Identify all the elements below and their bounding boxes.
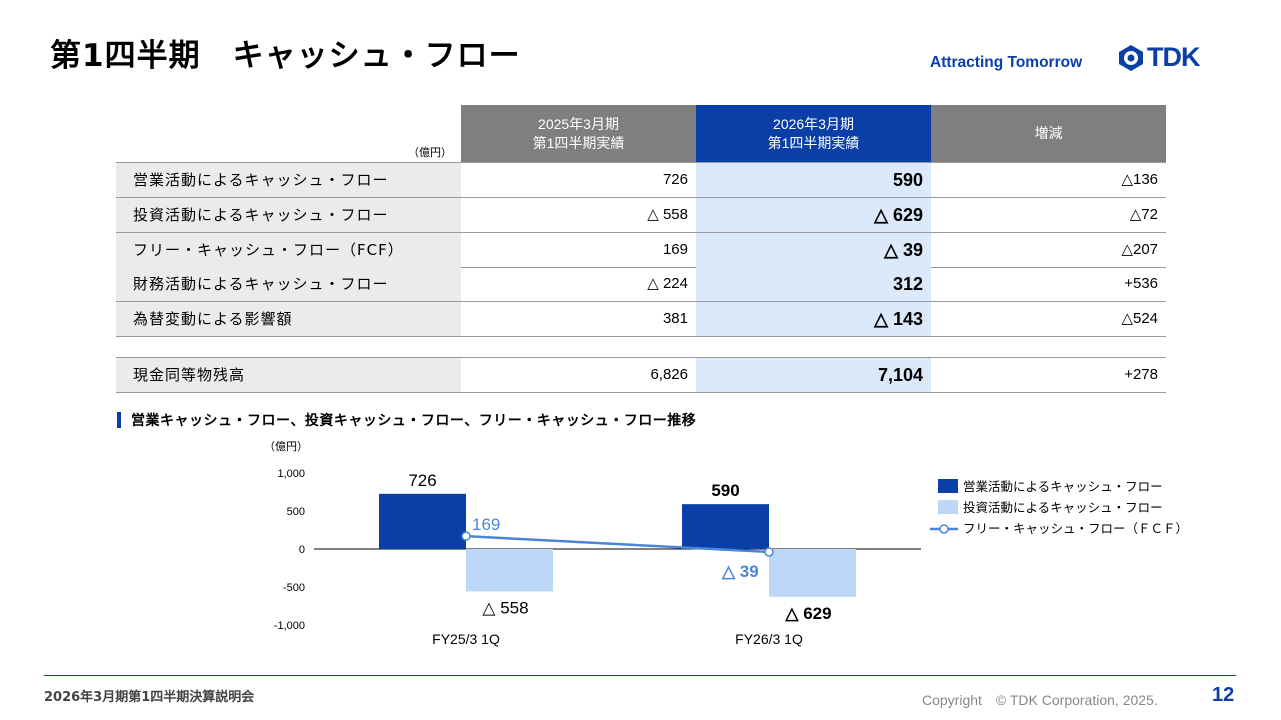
page-number: 12 (1212, 684, 1235, 706)
section-marker (117, 412, 121, 428)
legend-swatch-fcf-point (939, 524, 949, 534)
chart-unit-label: （億円） (264, 440, 308, 453)
legend-label-fcf: フリー・キャッシュ・フロー（ＦＣＦ） (963, 522, 1188, 536)
fcf-value-label: △ 39 (721, 562, 759, 581)
cash-flow-chart: （億円） 1,000 500 0 -500 -1,000 726 △ 558 FY25/3 1Q… (264, 440, 1188, 647)
row-diff: △72 (1129, 206, 1158, 223)
row-label: 財務活動によるキャッシュ・フロー (116, 267, 461, 301)
header-diff-label: 増減 (1034, 125, 1063, 141)
operating-cf-bar (379, 493, 466, 549)
table-unit: （億円） (408, 146, 452, 159)
header-curr-year: 2026年3月期 第1四半期実績 (696, 105, 931, 162)
table-row: 為替変動による影響額 381 △ 143 △524 (116, 302, 1166, 337)
operating-cf-value-label: 726 (408, 471, 436, 490)
tdk-logo: TDK (1117, 42, 1200, 73)
header-curr-line2: 第1四半期実績 (767, 134, 860, 151)
cash-label: 現金同等物残高 (116, 358, 461, 392)
header-prev-line1: 2025年3月期 (538, 115, 619, 132)
legend-label-investing: 投資活動によるキャッシュ・フロー (963, 500, 1163, 515)
row-label: 営業活動によるキャッシュ・フロー (116, 163, 461, 197)
cash-balance-row: 現金同等物残高 6,826 7,104 +278 (116, 357, 1166, 393)
copyright: Copyright © TDK Corporation, 2025. (922, 692, 1158, 708)
table-row: 営業活動によるキャッシュ・フロー 726 590 △136 (116, 163, 1166, 198)
investing-cf-bar (466, 549, 553, 592)
table-row: 投資活動によるキャッシュ・フロー △ 558 △ 629 △72 (116, 198, 1166, 233)
header-prev-line2: 第1四半期実績 (532, 134, 625, 151)
tagline: Attracting Tomorrow (930, 54, 1083, 71)
fcf-value-label: 169 (472, 515, 500, 534)
y-tick-label: -500 (283, 582, 305, 594)
table-row: 財務活動によるキャッシュ・フロー △ 224 312 +536 (116, 267, 1166, 302)
row-prev: 169 (662, 241, 688, 258)
row-label: フリー・キャッシュ・フロー（FCF） (116, 233, 461, 267)
header-diff: 増減 (931, 105, 1166, 162)
fcf-point (764, 547, 774, 557)
investing-cf-value-label: △ 629 (784, 604, 831, 623)
footer-divider (44, 675, 1236, 676)
operating-cf-value-label: 590 (711, 481, 739, 500)
header-prev-year: 2025年3月期 第1四半期実績 (461, 105, 696, 162)
cash-curr: 7,104 (696, 358, 931, 392)
page-title: 第1四半期 キャッシュ・フロー (50, 38, 521, 74)
operating-cf-bar (682, 504, 769, 549)
legend-label-operating: 営業活動によるキャッシュ・フロー (963, 479, 1163, 494)
row-curr: △ 629 (696, 198, 931, 232)
fcf-line (465, 534, 770, 554)
header-curr-line1: 2026年3月期 (773, 115, 854, 132)
x-category-label: FY25/3 1Q (432, 631, 500, 647)
legend-swatch-operating (938, 479, 958, 493)
table-row: フリー・キャッシュ・フロー（FCF） 169 △ 39 △207 (116, 233, 1166, 268)
fcf-point (461, 531, 471, 541)
cash-prev: 6,826 (650, 366, 688, 383)
legend-swatch-investing (938, 500, 958, 514)
investing-cf-value-label: △ 558 (482, 598, 528, 617)
investing-cf-bar (769, 549, 856, 597)
row-label: 投資活動によるキャッシュ・フロー (116, 198, 461, 232)
row-curr: 312 (696, 267, 931, 301)
y-tick-label: -1,000 (274, 620, 305, 632)
row-prev: △ 224 (647, 275, 688, 292)
row-label: 為替変動による影響額 (116, 302, 461, 336)
cash-diff: +278 (1124, 366, 1158, 383)
y-tick-label: 500 (287, 506, 305, 518)
y-tick-label: 0 (299, 544, 305, 556)
row-diff: △524 (1121, 310, 1158, 327)
row-curr: △ 143 (696, 302, 931, 336)
x-category-label: FY26/3 1Q (735, 631, 803, 647)
row-diff: △207 (1121, 241, 1158, 258)
chart-section-title: 営業キャッシュ・フロー、投資キャッシュ・フロー、フリー・キャッシュ・フロー推移 (131, 413, 697, 429)
row-prev: △ 558 (647, 206, 688, 223)
row-curr: 590 (696, 163, 931, 197)
logo-text: TDK (1147, 42, 1200, 72)
footer-event-name: 2026年3月期第1四半期決算説明会 (44, 690, 255, 705)
row-diff: △136 (1121, 171, 1158, 188)
table-top-line (116, 162, 1166, 163)
row-curr: △ 39 (696, 233, 931, 267)
row-prev: 726 (662, 171, 688, 188)
tdk-logo-icon (1119, 44, 1143, 71)
y-tick-label: 1,000 (277, 468, 305, 480)
row-diff: +536 (1124, 275, 1158, 292)
row-prev: 381 (662, 310, 688, 327)
